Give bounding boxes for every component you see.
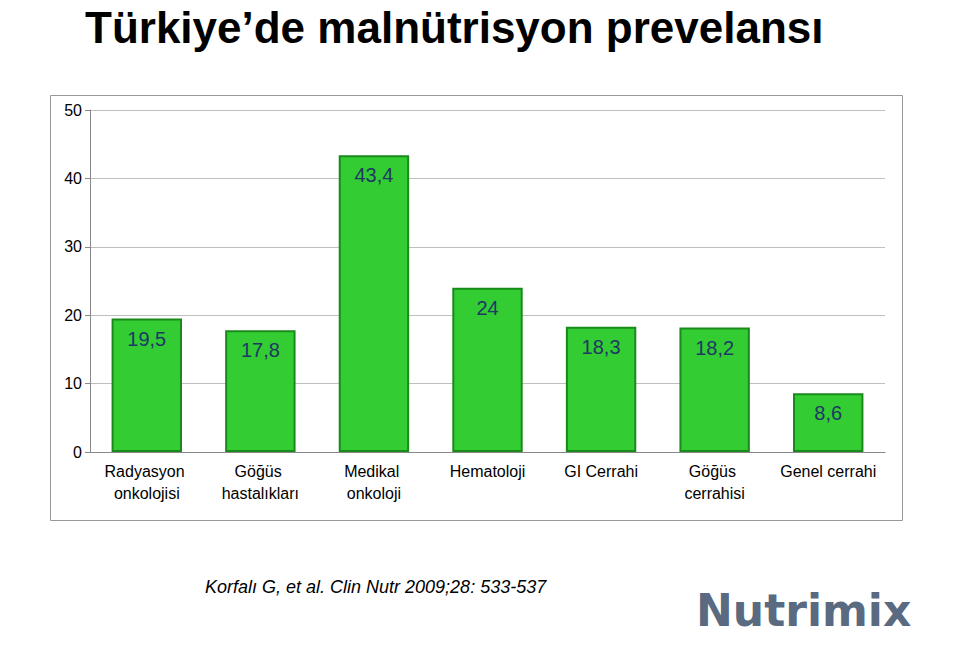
- svg-text:hastalıkları: hastalıkları: [222, 485, 299, 502]
- svg-text:onkolojisi: onkolojisi: [114, 485, 180, 502]
- svg-text:10: 10: [64, 375, 82, 392]
- svg-text:30: 30: [64, 238, 82, 255]
- svg-text:Korfalı G, et al. Clin Nutr 20: Korfalı G, et al. Clin Nutr 2009;28: 533…: [205, 577, 547, 597]
- svg-text:18,3: 18,3: [582, 336, 621, 358]
- svg-text:19,5: 19,5: [127, 328, 166, 350]
- svg-text:onkoloji: onkoloji: [347, 485, 401, 502]
- svg-text:Hematoloji: Hematoloji: [450, 463, 526, 480]
- svg-text:Medikal: Medikal: [344, 463, 404, 480]
- svg-text:GI Cerrahi: GI Cerrahi: [564, 463, 638, 480]
- svg-text:Göğüs: Göğüs: [235, 463, 287, 480]
- svg-text:40: 40: [64, 170, 82, 187]
- svg-text:24: 24: [476, 297, 498, 319]
- svg-text:18,2: 18,2: [695, 337, 734, 359]
- svg-text:Nutrimix: Nutrimix: [696, 585, 911, 636]
- svg-text:Göğüs: Göğüs: [689, 463, 741, 480]
- svg-text:0: 0: [73, 444, 82, 461]
- svg-text:cerrahisi: cerrahisi: [684, 485, 744, 502]
- svg-text:43,4: 43,4: [354, 164, 393, 186]
- svg-text:Genel cerrahi: Genel cerrahi: [780, 463, 876, 480]
- svg-text:17,8: 17,8: [241, 339, 280, 361]
- svg-text:50: 50: [64, 102, 82, 119]
- svg-text:Türkiye’de malnütrisyon prevel: Türkiye’de malnütrisyon prevelansı: [85, 3, 823, 52]
- svg-text:20: 20: [64, 307, 82, 324]
- svg-text:8,6: 8,6: [814, 402, 842, 424]
- svg-text:Radyasyon: Radyasyon: [105, 463, 190, 480]
